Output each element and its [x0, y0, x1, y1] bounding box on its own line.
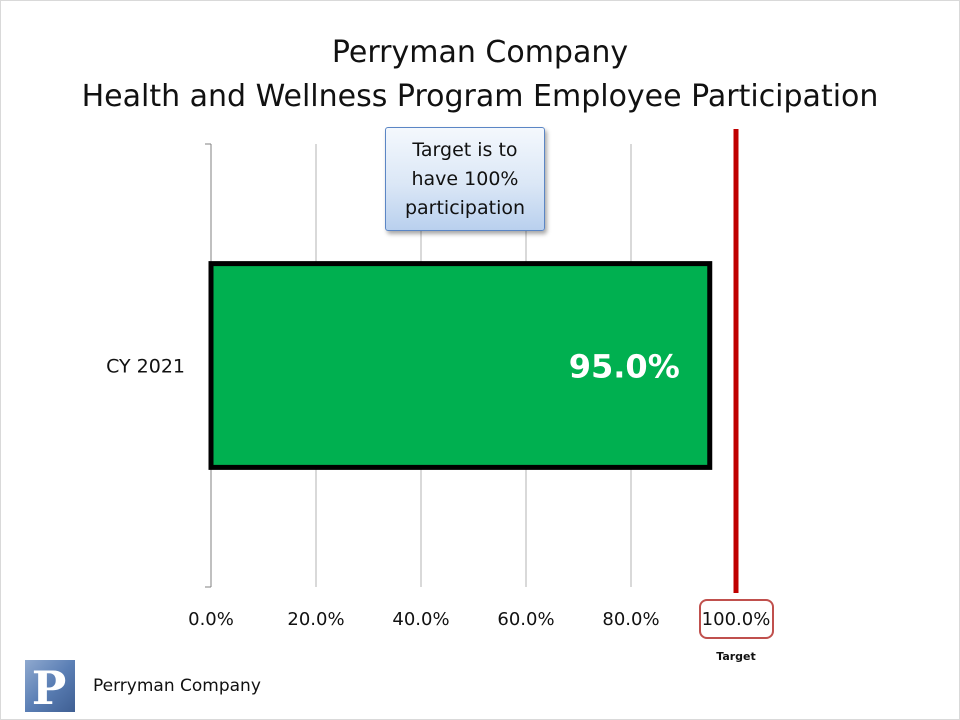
target-label: Target [716, 650, 756, 663]
footer-company-name: Perryman Company [93, 676, 261, 696]
x-tick-label-1: 20.0% [287, 609, 344, 630]
logo-letter: P [32, 661, 67, 712]
x-tick-label-5: 100.0% [702, 609, 771, 630]
target-callout-box: Target is to have 100% participation [385, 127, 545, 231]
bar-data-label-0: 95.0% [569, 348, 680, 386]
chart-title-line-2: Health and Wellness Program Employee Par… [81, 79, 879, 114]
x-tick-label-3: 60.0% [497, 609, 554, 630]
x-tick-label-0: 0.0% [188, 609, 234, 630]
chart-title: Perryman Company Health and Wellness Pro… [1, 31, 959, 119]
x-tick-label-4: 80.0% [602, 609, 659, 630]
chart-title-line-1: Perryman Company [331, 35, 629, 70]
bar-0 [208, 261, 713, 470]
perryman-p-logo-icon: P [25, 660, 75, 712]
x-tick-label-2: 40.0% [392, 609, 449, 630]
category-label-0: CY 2021 [106, 356, 185, 378]
target-tick-highlight-box [699, 599, 774, 639]
